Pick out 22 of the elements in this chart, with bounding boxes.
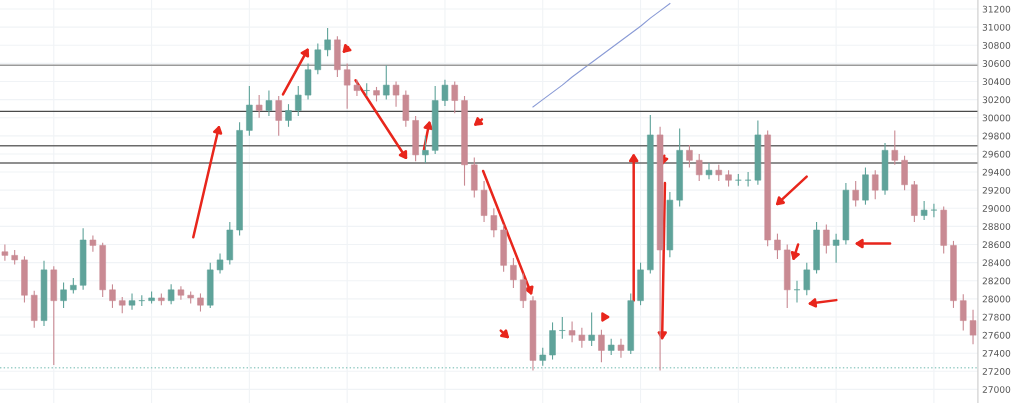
y-tick-label: 28000: [982, 295, 1011, 303]
y-tick-label: 28400: [982, 259, 1011, 267]
y-tick-label: 30000: [982, 114, 1011, 122]
y-tick-label: 29600: [982, 150, 1011, 158]
y-tick-label: 27400: [982, 349, 1011, 357]
y-tick-label: 28800: [982, 223, 1011, 230]
y-tick-label: 27600: [982, 331, 1011, 339]
y-tick-label: 31000: [982, 23, 1011, 31]
y-tick-label: 29800: [982, 132, 1011, 140]
y-tick-label: 28600: [982, 241, 1011, 249]
y-tick-label: 30600: [982, 60, 1011, 67]
y-tick-label: 30200: [982, 96, 1011, 104]
y-tick-label: 31200: [982, 5, 1011, 13]
y-tick-label: 27000: [982, 386, 1011, 393]
y-tick-label: 29000: [982, 205, 1011, 212]
y-tick-label: 27800: [982, 313, 1011, 321]
y-tick-label: 29200: [982, 186, 1011, 194]
y-tick-label: 30400: [982, 78, 1011, 86]
y-tick-label: 30800: [982, 42, 1011, 49]
y-tick-label: 27200: [982, 368, 1011, 375]
y-tick-label: 29400: [982, 168, 1011, 176]
y-tick-label: 28200: [982, 277, 1011, 285]
